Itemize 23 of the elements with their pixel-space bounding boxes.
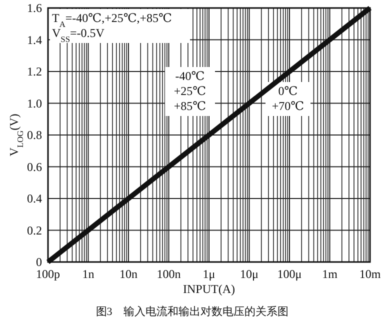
y-tick-label: 0.2 — [27, 223, 42, 238]
x-tick-label: 100p — [36, 267, 60, 281]
x-tick-label: 10n — [120, 267, 138, 281]
y-tick-label: 0.8 — [27, 128, 42, 142]
y-tick-label: 1.4 — [27, 32, 42, 47]
y-tick-label: 1.2 — [27, 64, 42, 78]
x-tick-label: 1n — [82, 267, 94, 281]
x-tick-label: 1μ — [202, 267, 216, 281]
x-axis-title: INPUT(A) — [183, 282, 235, 296]
y-tick-label: 0 — [36, 255, 42, 269]
y-tick-label: 1.0 — [27, 96, 42, 110]
x-tick-label: 10m — [359, 267, 382, 281]
annotation: 0℃ +70℃ — [272, 84, 304, 113]
x-tick-label: 100μ — [277, 267, 302, 281]
x-tick-label: 100n — [156, 267, 181, 281]
x-tick-label: 1m — [322, 267, 338, 281]
y-tick-label: 1.6 — [27, 1, 42, 15]
annotation: -40℃ +25℃ +85℃ — [174, 69, 206, 113]
y-tick-label: 0.4 — [27, 192, 42, 206]
y-tick-label: 0.6 — [27, 160, 42, 174]
caption: 图3 输入电流和输出对数电压的关系图 — [96, 305, 288, 318]
annotation: T$_{A}$=-40℃,+25℃,+85℃ V$_{SS}$=-0.5V — [52, 11, 172, 44]
x-tick-label: 10μ — [240, 267, 258, 281]
